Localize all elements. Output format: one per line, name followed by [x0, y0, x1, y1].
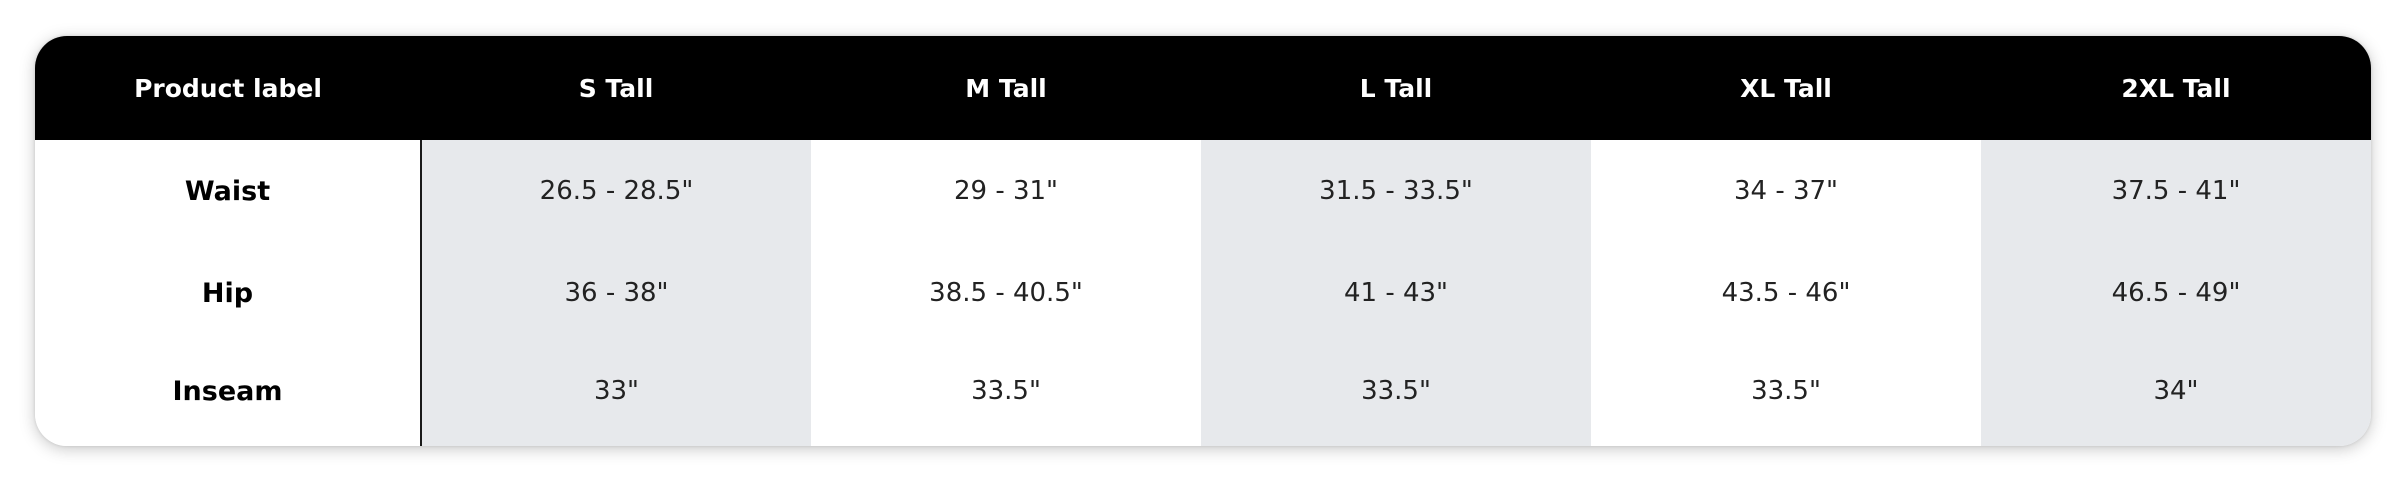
measurement-cell: 33"	[421, 344, 811, 446]
header-size: S Tall	[421, 36, 811, 140]
measurement-cell: 38.5 - 40.5"	[811, 242, 1201, 344]
measurement-cell: 34"	[1981, 344, 2371, 446]
measurement-cell: 46.5 - 49"	[1981, 242, 2371, 344]
row-label: Waist	[35, 140, 422, 242]
measurement-cell: 33.5"	[811, 344, 1201, 446]
header-size: XL Tall	[1591, 36, 1981, 140]
header-size: M Tall	[811, 36, 1201, 140]
measurement-cell: 29 - 31"	[811, 140, 1201, 242]
size-chart-table: Product label S Tall M Tall L Tall XL Ta…	[35, 36, 2371, 446]
header-size: L Tall	[1201, 36, 1591, 140]
table-row-waist: Waist 26.5 - 28.5" 29 - 31" 31.5 - 33.5"…	[35, 140, 2371, 242]
measurement-cell: 33.5"	[1591, 344, 1981, 446]
row-label: Inseam	[35, 344, 422, 446]
size-chart-card: Product label S Tall M Tall L Tall XL Ta…	[35, 36, 2371, 446]
measurement-cell: 41 - 43"	[1201, 242, 1591, 344]
measurement-cell: 33.5"	[1201, 344, 1591, 446]
measurement-cell: 26.5 - 28.5"	[421, 140, 811, 242]
header-product-label: Product label	[35, 36, 421, 140]
measurement-cell: 34 - 37"	[1591, 140, 1981, 242]
table-row-inseam: Inseam 33" 33.5" 33.5" 33.5" 34"	[35, 344, 2371, 446]
table-row-hip: Hip 36 - 38" 38.5 - 40.5" 41 - 43" 43.5 …	[35, 242, 2371, 344]
header-size: 2XL Tall	[1981, 36, 2371, 140]
measurement-cell: 36 - 38"	[421, 242, 811, 344]
measurement-cell: 43.5 - 46"	[1591, 242, 1981, 344]
header-row: Product label S Tall M Tall L Tall XL Ta…	[35, 36, 2371, 140]
measurement-cell: 37.5 - 41"	[1981, 140, 2371, 242]
row-label: Hip	[35, 242, 422, 344]
measurement-cell: 31.5 - 33.5"	[1201, 140, 1591, 242]
